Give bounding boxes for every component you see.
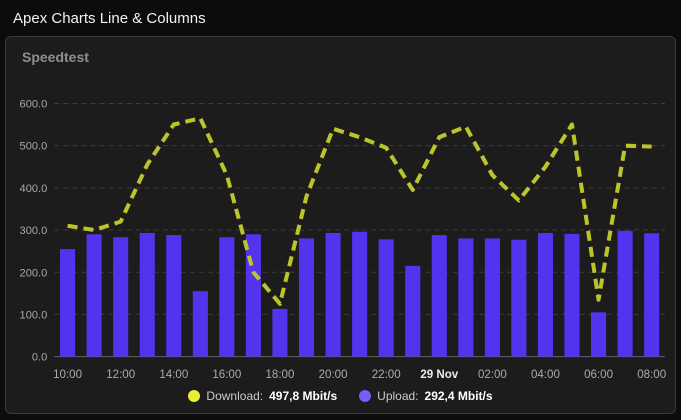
svg-text:16:00: 16:00 [212, 368, 241, 381]
svg-text:06:00: 06:00 [584, 368, 613, 381]
line-column-chart[interactable]: 0.0 100.0 200.0 300.0 400.0 500.0 600.0 10:00 12… [8, 67, 673, 389]
chart-area[interactable]: 0.0 100.0 200.0 300.0 400.0 500.0 600.0 10:00 12… [6, 67, 675, 389]
svg-text:0.0: 0.0 [32, 352, 47, 364]
svg-text:08:00: 08:00 [637, 368, 666, 381]
svg-text:500.0: 500.0 [20, 141, 48, 153]
svg-text:300.0: 300.0 [20, 225, 48, 237]
svg-text:22:00: 22:00 [372, 368, 401, 381]
legend-upload-value: 292,4 Mbit/s [424, 389, 493, 403]
download-series-marker-icon [188, 390, 201, 402]
upload-series-marker-icon [359, 390, 372, 402]
legend-download-value: 497,8 Mbit/s [269, 389, 338, 403]
svg-text:29 Nov: 29 Nov [420, 368, 458, 381]
svg-text:100.0: 100.0 [20, 309, 48, 321]
svg-text:14:00: 14:00 [159, 368, 188, 381]
svg-text:20:00: 20:00 [319, 368, 348, 381]
svg-text:400.0: 400.0 [20, 183, 48, 195]
legend-item-download[interactable]: Download: 497,8 Mbit/s [188, 389, 337, 403]
page-title: Apex Charts Line & Columns [13, 10, 206, 27]
legend-item-upload[interactable]: Upload: 292,4 Mbit/s [359, 389, 493, 403]
svg-text:200.0: 200.0 [20, 267, 48, 279]
svg-text:600.0: 600.0 [20, 98, 48, 110]
chart-title: Speedtest [22, 49, 89, 65]
svg-text:02:00: 02:00 [478, 368, 507, 381]
chart-card: Speedtest 0.0 100.0 200.0 300.0 400.0 500.0 60… [5, 36, 676, 414]
chart-legend: Download: 497,8 Mbit/s Upload: 292,4 Mbi… [6, 389, 675, 413]
svg-text:10:00: 10:00 [53, 368, 82, 381]
svg-text:18:00: 18:00 [265, 368, 294, 381]
legend-download-label: Download: [206, 389, 264, 403]
svg-text:04:00: 04:00 [531, 368, 560, 381]
svg-text:12:00: 12:00 [106, 368, 135, 381]
legend-upload-label: Upload: [377, 389, 419, 403]
